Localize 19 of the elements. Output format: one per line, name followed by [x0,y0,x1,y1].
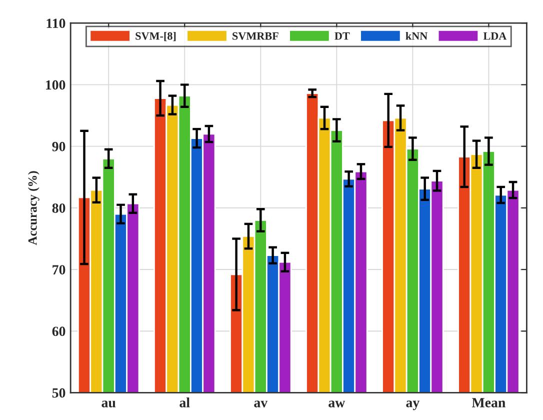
x-tick-label: al [180,398,190,408]
x-tick-label: aw [328,400,346,408]
legend-label: SVM-[8] [136,32,176,42]
legend-label: LDA [483,32,507,40]
legend-label: DT [334,32,350,40]
x-tick-label: ay [406,400,420,410]
x-tick-label: av [254,400,268,408]
y-tick-label: 60 [52,326,66,336]
y-tick-label: 80 [52,203,66,213]
x-tick-label: Mean [472,398,506,408]
y-axis-title: Accuracy (%) [28,171,40,246]
legend-label: kNN [406,32,428,40]
y-tick-label: 90 [52,142,66,152]
y-tick-label: 70 [52,265,66,274]
x-tick-label: au [102,400,116,408]
legend-label: SVMRBF [232,32,278,40]
y-tick-label: 50 [52,388,66,398]
y-tick-label: 100 [46,80,66,90]
y-tick-label: 110 [46,18,66,28]
